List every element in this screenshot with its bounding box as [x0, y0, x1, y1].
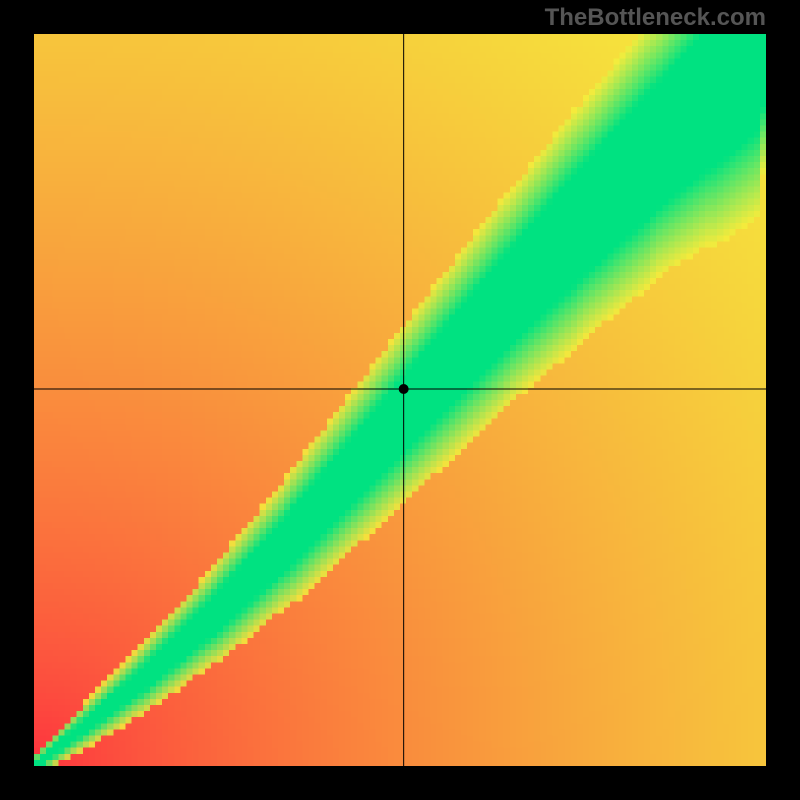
heatmap-canvas — [34, 34, 766, 766]
watermark-text: TheBottleneck.com — [545, 4, 766, 32]
chart-container: TheBottleneck.com — [0, 0, 800, 800]
